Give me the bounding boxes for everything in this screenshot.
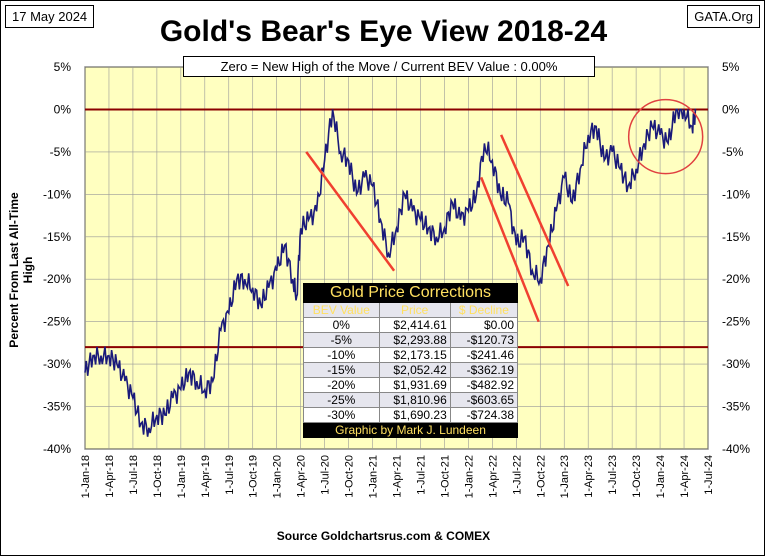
x-tick-label: 1-Apr-18 (104, 455, 116, 498)
table-cell: -20% (303, 377, 380, 393)
table-row: -25% $1,810.96 -$603.65 (303, 392, 519, 408)
table-cell: -5% (303, 332, 380, 348)
trend-line (480, 176, 540, 323)
table-header: Price (378, 302, 451, 318)
y-tick-label-right: -15% (722, 230, 750, 244)
table-row: -10% $2,173.15 -$241.46 (303, 347, 519, 363)
table-cell: -$603.65 (449, 392, 519, 408)
y-tick-label-right: -25% (722, 315, 750, 329)
y-tick-label-right: 0% (722, 102, 740, 116)
table-cell: -25% (303, 392, 380, 408)
table-cell: -$120.73 (449, 332, 519, 348)
table-footer: Graphic by Mark J. Lundeen (303, 422, 518, 438)
y-tick-label-left: -35% (43, 400, 71, 414)
y-tick-label-left: -20% (43, 272, 71, 286)
x-tick-label: 1-Jul-20 (320, 455, 332, 495)
table-cell: -15% (303, 362, 380, 378)
table-title: Gold Price Corrections (303, 283, 518, 303)
table-header: BEV Value (303, 302, 380, 318)
x-tick-label: 1-Jan-20 (272, 455, 284, 498)
y-tick-label-left: -5% (50, 145, 72, 159)
date-label: 17 May 2024 (5, 5, 95, 28)
y-tick-label-left: -10% (43, 187, 71, 201)
x-tick-label: 1-Apr-23 (583, 455, 595, 498)
x-tick-label: 1-Jan-21 (368, 455, 380, 498)
y-tick-label-right: 5% (722, 60, 740, 74)
table-cell: -$241.46 (449, 347, 519, 363)
table-cell: $1,931.69 (378, 377, 451, 393)
y-tick-label-right: -30% (722, 357, 750, 371)
y-tick-label-left: -15% (43, 230, 71, 244)
y-tick-label-left: -40% (43, 442, 71, 456)
x-tick-label: 1-Oct-21 (439, 455, 451, 498)
table-cell: $2,173.15 (378, 347, 451, 363)
x-tick-label: 1-Jul-23 (607, 455, 619, 495)
source-org: GATA.Org (687, 5, 760, 28)
x-tick-label: 1-Jan-23 (559, 455, 571, 498)
x-tick-label: 1-Jan-22 (463, 455, 475, 498)
y-tick-label-left: 0% (54, 102, 72, 116)
x-tick-label: 1-Jul-19 (224, 455, 236, 495)
y-tick-label-left: -30% (43, 357, 71, 371)
x-tick-label: 1-Jul-22 (511, 455, 523, 495)
x-tick-label: 1-Apr-24 (679, 455, 691, 498)
x-tick-label: 1-Jan-19 (176, 455, 188, 498)
x-tick-label: 1-Oct-23 (631, 455, 643, 498)
table-cell: $1,690.23 (378, 407, 451, 423)
x-tick-label: 1-Jan-24 (655, 455, 667, 498)
table-cell: $2,293.88 (378, 332, 451, 348)
y-tick-label-right: -10% (722, 187, 750, 201)
table-row: -20% $1,931.69 -$482.92 (303, 377, 519, 393)
y-tick-label-right: -40% (722, 442, 750, 456)
table-cell: -$362.19 (449, 362, 519, 378)
x-tick-label: 1-Jul-21 (415, 455, 427, 495)
y-tick-label-left: -25% (43, 315, 71, 329)
y-tick-label-left: 5% (54, 60, 72, 74)
table-cell: -30% (303, 407, 380, 423)
x-tick-label: 1-Oct-18 (152, 455, 164, 498)
table-cell: $0.00 (449, 317, 519, 333)
x-tick-label: 1-Apr-20 (296, 455, 308, 498)
trend-line (305, 151, 396, 272)
table-row: -30% $1,690.23 -$724.38 (303, 407, 519, 423)
y-tick-label-right: -5% (722, 145, 744, 159)
chart-subtitle: Zero = New High of the Move / Current BE… (183, 56, 595, 77)
table-cell: $1,810.96 (378, 392, 451, 408)
table-row: 0% $2,414.61 $0.00 (303, 317, 519, 333)
table-cell: $2,414.61 (378, 317, 451, 333)
table-header: $ Decline (449, 302, 519, 318)
x-tick-label: 1-Jul-18 (128, 455, 140, 495)
y-tick-label-right: -20% (722, 272, 750, 286)
x-tick-label: 1-Apr-21 (392, 455, 404, 498)
x-tick-label: 1-Oct-22 (535, 455, 547, 498)
table-row: -15% $2,052.42 -$362.19 (303, 362, 519, 378)
x-tick-label: 1-Jan-18 (80, 455, 92, 498)
x-tick-label: 1-Oct-19 (248, 455, 260, 498)
table-cell: -$482.92 (449, 377, 519, 393)
table-cell: -$724.38 (449, 407, 519, 423)
trend-line (499, 134, 570, 287)
bev-series-line (84, 108, 697, 437)
source-label: Source Goldchartsrus.com & COMEX (276, 529, 491, 543)
highlight-circle (627, 98, 704, 175)
y-axis-label: Percent From Last All-Time High (7, 192, 35, 348)
x-tick-label: 1-Apr-22 (487, 455, 499, 498)
table-row: -5% $2,293.88 -$120.73 (303, 332, 519, 348)
y-tick-label-right: -35% (722, 400, 750, 414)
corrections-table: Gold Price Corrections BEV Value Price $… (303, 283, 519, 438)
table-cell: 0% (303, 317, 380, 333)
table-cell: $2,052.42 (378, 362, 451, 378)
x-tick-label: 1-Apr-19 (200, 455, 212, 498)
chart-title: Gold's Bear's Eye View 2018-24 (159, 15, 608, 48)
x-tick-label: 1-Jul-24 (703, 455, 715, 495)
x-tick-label: 1-Oct-20 (344, 455, 356, 498)
table-cell: -10% (303, 347, 380, 363)
